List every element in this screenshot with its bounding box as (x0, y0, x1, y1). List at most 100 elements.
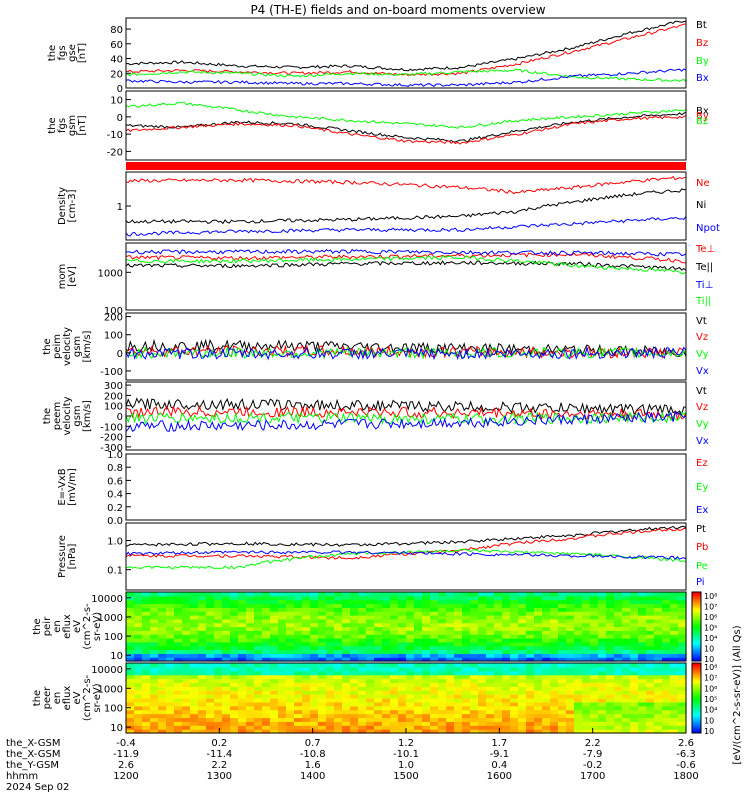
heatmap-cell (422, 638, 431, 642)
heatmap-cell (470, 690, 479, 694)
heatmap-cell (422, 714, 431, 718)
heatmap-cell (342, 604, 351, 608)
heatmap-cell (134, 596, 143, 600)
heatmap-cell (214, 611, 223, 615)
heatmap-cell (238, 675, 247, 679)
heatmap-cell (598, 717, 607, 721)
heatmap-cell (502, 619, 511, 623)
heatmap-cell (542, 667, 551, 671)
heatmap-cell (598, 615, 607, 619)
heatmap-cell (286, 671, 295, 675)
xaxis-value: -6.3 (676, 749, 696, 760)
heatmap-cell (566, 604, 575, 608)
heatmap-cell (142, 630, 151, 634)
heatmap-cell (190, 604, 199, 608)
heatmap-cell (238, 619, 247, 623)
heatmap-cell (302, 653, 311, 657)
heatmap-cell (574, 634, 583, 638)
heatmap-cell (502, 630, 511, 634)
heatmap-cell (534, 682, 543, 686)
heatmap-cell (166, 653, 175, 657)
heatmap-cell (662, 638, 671, 642)
heatmap-cell (278, 717, 287, 721)
heatmap-cell (326, 714, 335, 718)
heatmap-cell (582, 604, 591, 608)
y-tick-label: 0.4 (107, 490, 123, 501)
heatmap-cell (662, 627, 671, 631)
heatmap-cell (270, 650, 279, 654)
heatmap-cell (606, 653, 615, 657)
heatmap-cell (542, 690, 551, 694)
heatmap-cell (646, 623, 655, 627)
heatmap-cell (390, 717, 399, 721)
heatmap-cell (278, 663, 287, 667)
heatmap-cell (510, 646, 519, 650)
heatmap-cell (670, 725, 679, 729)
heatmap-cell (638, 690, 647, 694)
heatmap-cell (166, 604, 175, 608)
heatmap-cell (382, 600, 391, 604)
heatmap-cell (510, 619, 519, 623)
heatmap-cell (254, 634, 263, 638)
y-tick-label: 80 (110, 25, 123, 36)
heatmap-cell (494, 642, 503, 646)
heatmap-cell (166, 627, 175, 631)
heatmap-cell (334, 619, 343, 623)
heatmap-cell (142, 679, 151, 683)
heatmap-cell (270, 634, 279, 638)
heatmap-cell (534, 653, 543, 657)
heatmap-cell (486, 638, 495, 642)
heatmap-cell (486, 607, 495, 611)
heatmap-cell (246, 725, 255, 729)
heatmap-cell (550, 663, 559, 667)
heatmap-cell (558, 650, 567, 654)
heatmap-cell (574, 638, 583, 642)
heatmap-cell (566, 702, 575, 706)
heatmap-cell (550, 653, 559, 657)
heatmap-cell (574, 698, 583, 702)
heatmap-cell (598, 627, 607, 631)
heatmap-cell (670, 627, 679, 631)
heatmap-cell (654, 627, 663, 631)
heatmap-cell (534, 592, 543, 596)
heatmap-cell (430, 710, 439, 714)
heatmap-cell (390, 615, 399, 619)
heatmap-cell (254, 619, 263, 623)
heatmap-cell (270, 667, 279, 671)
heatmap-cell (646, 615, 655, 619)
heatmap-cell (630, 638, 639, 642)
heatmap-cell (286, 679, 295, 683)
heatmap-cell (510, 679, 519, 683)
heatmap-cell (670, 630, 679, 634)
heatmap-cell (342, 667, 351, 671)
heatmap-cell (462, 600, 471, 604)
heatmap-cell (614, 619, 623, 623)
heatmap-cell (414, 671, 423, 675)
heatmap-cell (398, 607, 407, 611)
heatmap-cell (582, 611, 591, 615)
heatmap-cell (542, 682, 551, 686)
heatmap-cell (262, 623, 271, 627)
heatmap-cell (462, 710, 471, 714)
heatmap-cell (222, 694, 231, 698)
heatmap-cell (414, 702, 423, 706)
heatmap-cell (214, 623, 223, 627)
heatmap-cell (494, 710, 503, 714)
heatmap-cell (670, 638, 679, 642)
heatmap-cell (662, 611, 671, 615)
heatmap-cell (310, 721, 319, 725)
heatmap-cell (174, 596, 183, 600)
heatmap-cell (438, 630, 447, 634)
heatmap-cell (374, 710, 383, 714)
heatmap-cell (558, 600, 567, 604)
heatmap-cell (270, 646, 279, 650)
heatmap-cell (350, 721, 359, 725)
heatmap-cell (454, 686, 463, 690)
heatmap-cell (534, 706, 543, 710)
heatmap-cell (550, 714, 559, 718)
heatmap-cell (358, 694, 367, 698)
heatmap-cell (526, 604, 535, 608)
panel-frame (126, 18, 686, 88)
heatmap-cell (590, 642, 599, 646)
heatmap-cell (446, 663, 455, 667)
